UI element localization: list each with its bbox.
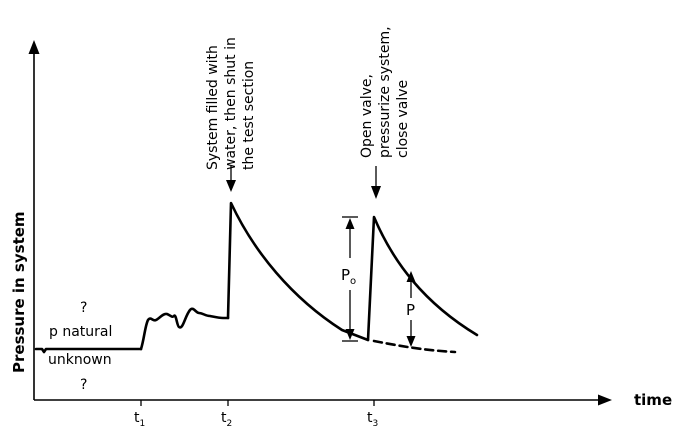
annotation-system-filled: System filled with water, then shut in t… bbox=[205, 33, 257, 170]
po-dimension-up-arrow bbox=[345, 218, 355, 229]
arrow-valve-head bbox=[371, 186, 381, 199]
po-label: Po bbox=[341, 266, 356, 287]
annotation-open-valve: Open valve, pressurize system, close val… bbox=[359, 22, 411, 158]
y-axis-arrowhead bbox=[28, 40, 40, 54]
arrow-fill-head bbox=[226, 180, 236, 192]
fluctuating-pressure-curve bbox=[139, 307, 230, 351]
fill-decay-curve bbox=[226, 201, 370, 342]
p-dimension-up-arrow bbox=[406, 271, 416, 282]
extrapolated-decay-dashed bbox=[372, 339, 457, 354]
tick-label-t2: t2 bbox=[221, 410, 232, 429]
p-label: P bbox=[406, 301, 415, 319]
p-natural-label: p natural bbox=[49, 324, 112, 340]
y-axis-label: Pressure in system bbox=[10, 211, 28, 373]
question-mark-top: ? bbox=[80, 300, 87, 316]
p-dimension-down-arrow bbox=[406, 336, 416, 347]
x-axis-arrowhead bbox=[598, 394, 612, 406]
tick-label-t1: t1 bbox=[134, 410, 145, 429]
unknown-label: unknown bbox=[48, 352, 112, 368]
pressurize-decay-curve bbox=[366, 215, 479, 342]
po-dimension-down-arrow bbox=[345, 329, 355, 340]
question-mark-bottom: ? bbox=[80, 377, 87, 393]
tick-label-t3: t3 bbox=[367, 410, 378, 429]
x-axis-label: time bbox=[634, 391, 672, 409]
natural-pressure-line bbox=[34, 347, 143, 354]
